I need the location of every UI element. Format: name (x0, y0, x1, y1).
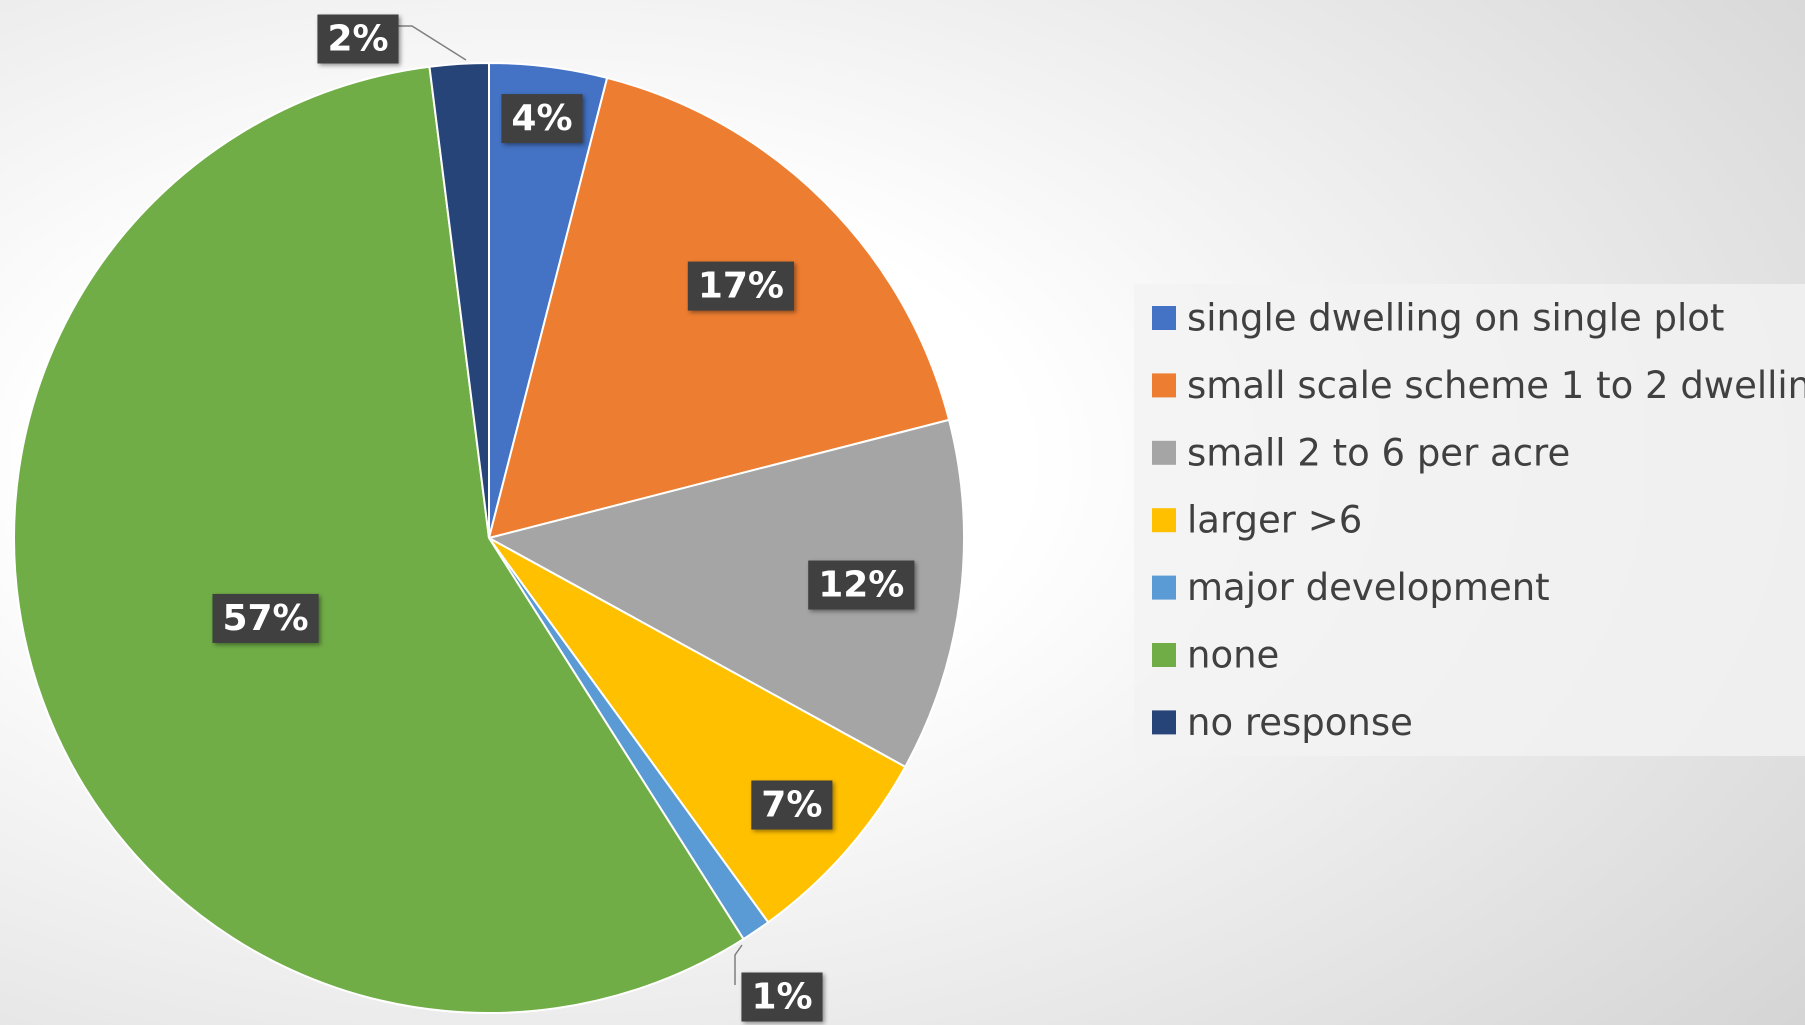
legend-label: major development (1187, 566, 1550, 609)
data-label: 7% (761, 785, 822, 826)
legend-swatch (1152, 508, 1176, 533)
pie-slice (428, 61, 490, 539)
data-label: 1% (751, 977, 812, 1018)
data-label: 17% (698, 266, 784, 307)
data-label-box (317, 14, 399, 64)
legend-swatch (1152, 643, 1176, 667)
legend-swatch (1152, 306, 1176, 330)
legend-swatch (1152, 373, 1176, 398)
data-label: 4% (511, 98, 572, 139)
legend-label: single dwelling on single plot (1187, 297, 1724, 340)
data-label-box (751, 780, 833, 830)
data-label-box (501, 94, 583, 144)
data-label: 2% (327, 19, 388, 60)
pie-slice (13, 65, 745, 1014)
pie-slice (486, 418, 965, 769)
data-label: 57% (222, 598, 308, 639)
data-label-box (741, 972, 823, 1022)
legend-label: small 2 to 6 per acre (1187, 431, 1570, 474)
leader-line (395, 25, 467, 61)
legend: single dwelling on single plot small scal… (1152, 297, 1805, 744)
leader-line (734, 944, 743, 985)
legend-swatch (1152, 575, 1176, 600)
legend-label: no response (1187, 701, 1413, 744)
legend-box (1134, 284, 1805, 756)
pie (13, 61, 965, 1014)
legend-label: small scale scheme 1 to 2 dwellings (1187, 364, 1805, 407)
data-label-box (808, 560, 915, 610)
data-label: 12% (818, 565, 904, 606)
legend-label: larger >6 (1187, 499, 1362, 542)
legend-label: none (1187, 634, 1279, 677)
data-label-box (687, 261, 794, 311)
data-labels: 4% 17% 12% 7% 1% 57% 2% (212, 14, 915, 1022)
data-label-box (212, 593, 319, 643)
legend-swatch (1152, 710, 1176, 735)
legend-swatch (1152, 440, 1176, 465)
